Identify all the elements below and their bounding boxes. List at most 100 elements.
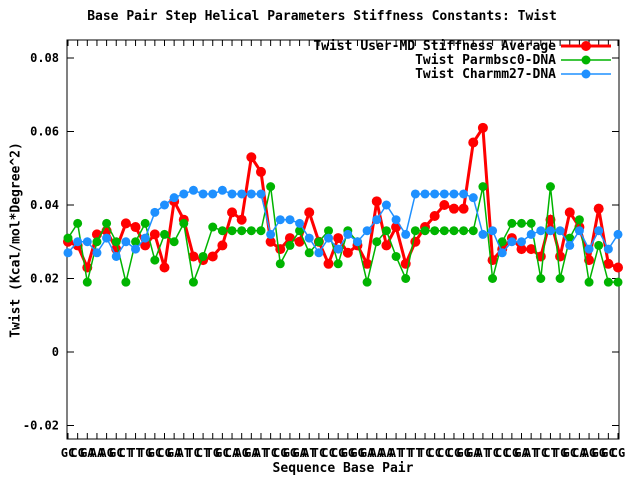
x-tick-label: TG <box>553 446 567 460</box>
series-point <box>188 277 198 287</box>
series-point <box>275 259 285 269</box>
x-axis-label: Sequence Base Pair <box>272 461 414 476</box>
x-tick-label: GC <box>601 446 615 460</box>
x-tick-label: GC <box>61 446 75 460</box>
series-point <box>227 189 237 199</box>
y-tick-label: 0.02 <box>30 272 59 286</box>
series-point <box>121 277 131 287</box>
series-point <box>159 200 169 210</box>
series-point <box>507 237 517 247</box>
series-point <box>439 189 449 199</box>
series-point <box>439 200 450 210</box>
series-point <box>430 226 440 236</box>
x-tick-label: GA <box>244 446 259 460</box>
series-point <box>208 222 218 232</box>
x-tick-label: GA <box>80 446 95 460</box>
series-point <box>517 218 527 228</box>
series-point <box>82 277 92 287</box>
series-point <box>468 137 479 148</box>
series-point <box>217 226 227 236</box>
series-point <box>150 207 160 217</box>
series-point <box>477 122 488 133</box>
series-point <box>314 248 324 258</box>
series-point <box>478 182 488 192</box>
chart-title: Base Pair Step Helical Parameters Stiffn… <box>87 9 557 24</box>
series-point <box>207 251 218 262</box>
series-point <box>429 211 440 222</box>
legend-label: Twist Charmm27-DNA <box>415 67 556 82</box>
series-point <box>362 226 372 236</box>
series-point <box>304 233 314 243</box>
series-point <box>555 226 565 236</box>
series-point <box>140 218 150 228</box>
series-point <box>275 215 285 225</box>
series-point <box>555 274 565 283</box>
series-point <box>285 215 295 225</box>
series-point <box>333 259 343 269</box>
series-point <box>324 226 334 236</box>
x-tick-label: GA <box>167 446 182 460</box>
y-tick-label: 0.04 <box>30 198 59 212</box>
series-point <box>352 237 362 247</box>
x-tick-label: TC <box>534 446 548 460</box>
series-point <box>555 251 566 262</box>
x-tick-label: GC <box>563 446 577 460</box>
series-point <box>410 189 420 199</box>
series-point <box>246 152 257 163</box>
series-point <box>324 233 334 243</box>
series-point <box>536 274 546 283</box>
legend-label: Twist Parmbsc0-DNA <box>415 53 556 68</box>
series-point <box>150 255 160 265</box>
series-point <box>102 218 112 228</box>
x-tick-label: CG <box>611 446 625 460</box>
series-point <box>574 226 584 236</box>
series-point <box>256 189 266 199</box>
series-point <box>342 247 353 258</box>
series-point <box>401 229 411 239</box>
series-point <box>448 203 459 214</box>
series-point <box>439 226 449 236</box>
x-tick-label: AT <box>254 446 268 460</box>
series-point <box>545 182 555 192</box>
series-point <box>362 258 373 269</box>
x-tick-label: GA <box>360 446 375 460</box>
series-point <box>468 226 478 236</box>
x-tick-label: AT <box>389 446 403 460</box>
x-tick-label: CG <box>273 446 287 460</box>
series-point <box>410 226 420 236</box>
series-point <box>92 248 102 258</box>
series-point <box>372 237 382 247</box>
series-point <box>237 226 247 236</box>
series-point <box>198 189 208 199</box>
series-point <box>266 182 276 192</box>
series-point <box>333 244 343 254</box>
series-point <box>82 237 92 247</box>
series-point <box>323 258 334 269</box>
x-tick-label: TT <box>408 446 422 460</box>
series-point <box>603 258 614 269</box>
x-tick-label: CC <box>495 446 509 460</box>
series-point <box>227 226 237 236</box>
legend-sample-point <box>581 41 591 51</box>
series-point <box>275 244 286 255</box>
x-tick-label: GG <box>456 446 470 460</box>
series-point <box>613 229 623 239</box>
series-point <box>73 218 83 228</box>
series-point <box>565 240 575 250</box>
series-point <box>564 207 575 218</box>
series-point <box>371 196 382 207</box>
series-point <box>362 277 372 287</box>
series-point <box>594 226 604 236</box>
series-point <box>594 240 604 250</box>
x-tick-label: CT <box>119 446 133 460</box>
series-point <box>217 185 227 195</box>
series-point <box>73 237 83 247</box>
x-tick-label: GA <box>466 446 481 460</box>
series-point <box>285 240 295 250</box>
x-tick-label: TC <box>485 446 499 460</box>
series-point <box>159 229 169 239</box>
series-point <box>295 218 305 228</box>
series-point <box>121 237 131 247</box>
series-point <box>381 200 391 210</box>
x-tick-label: CC <box>437 446 451 460</box>
